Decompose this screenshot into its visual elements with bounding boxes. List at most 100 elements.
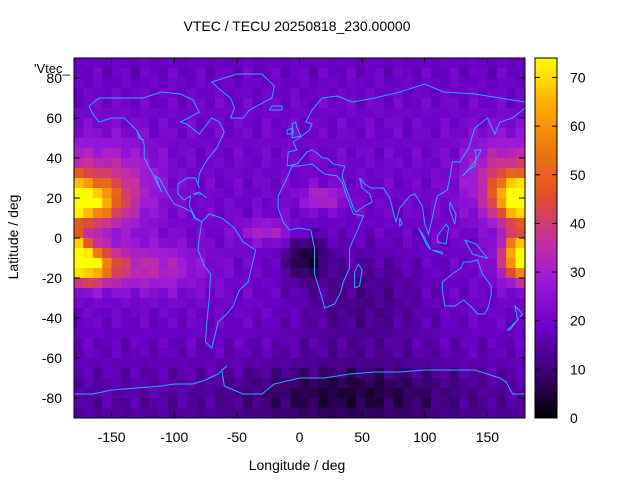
colorbar-frame	[534, 57, 558, 419]
heatmap-cell	[130, 318, 141, 329]
heatmap-cell	[130, 298, 141, 309]
heatmap-cell	[402, 88, 413, 99]
heatmap-cell	[120, 118, 131, 129]
heatmap-cell	[102, 368, 113, 379]
heatmap-cell	[515, 388, 525, 399]
heatmap-cell	[149, 78, 160, 89]
heatmap-cell	[487, 328, 498, 339]
heatmap-cell	[299, 318, 310, 329]
heatmap-cell	[431, 378, 442, 389]
heatmap-cell	[449, 148, 460, 159]
heatmap-cell	[355, 98, 366, 109]
heatmap-cell	[111, 198, 122, 209]
heatmap-cell	[355, 288, 366, 299]
heatmap-cell	[440, 308, 451, 319]
heatmap-cell	[92, 178, 103, 189]
heatmap-cell	[196, 348, 207, 359]
heatmap-cell	[92, 118, 103, 129]
heatmap-cell	[83, 68, 94, 79]
heatmap-cell	[74, 228, 84, 239]
heatmap-cell	[318, 188, 329, 199]
heatmap-cell	[402, 378, 413, 389]
heatmap-cell	[327, 108, 338, 119]
heatmap-cell	[158, 218, 169, 229]
heatmap-cell	[167, 208, 178, 219]
heatmap-cell	[515, 168, 525, 179]
heatmap-cell	[459, 288, 470, 299]
heatmap-cell	[111, 168, 122, 179]
heatmap-cell	[440, 238, 451, 249]
heatmap-cell	[449, 378, 460, 389]
heatmap-cell	[412, 228, 423, 239]
heatmap-cell	[205, 228, 216, 239]
heatmap-cell	[224, 398, 235, 409]
heatmap-cell	[280, 398, 291, 409]
heatmap-cell	[346, 408, 357, 418]
heatmap-cell	[149, 398, 160, 409]
heatmap-cell	[449, 258, 460, 269]
heatmap-cell	[355, 328, 366, 339]
heatmap-cell	[261, 58, 272, 69]
heatmap-cell	[120, 338, 131, 349]
heatmap-cell	[374, 88, 385, 99]
heatmap-cell	[120, 218, 131, 229]
heatmap-cell	[440, 368, 451, 379]
heatmap-cell	[365, 128, 376, 139]
heatmap-cell	[252, 408, 263, 418]
heatmap-cell	[186, 268, 197, 279]
heatmap-cell	[487, 108, 498, 119]
heatmap-cell	[111, 288, 122, 299]
heatmap-cell	[346, 298, 357, 309]
heatmap-cell	[224, 118, 235, 129]
heatmap-cell	[167, 118, 178, 129]
heatmap-cell	[252, 238, 263, 249]
heatmap-cell	[449, 68, 460, 79]
heatmap-cell	[487, 358, 498, 369]
heatmap-cell	[402, 298, 413, 309]
heatmap-cell	[205, 118, 216, 129]
heatmap-cell	[83, 248, 94, 259]
heatmap-cell	[177, 398, 188, 409]
heatmap-cell	[355, 168, 366, 179]
heatmap-cell	[327, 278, 338, 289]
heatmap-cell	[149, 338, 160, 349]
heatmap-cell	[261, 198, 272, 209]
heatmap-cell	[299, 188, 310, 199]
heatmap-cell	[233, 298, 244, 309]
heatmap-cell	[280, 128, 291, 139]
heatmap-cell	[261, 178, 272, 189]
heatmap-cell	[449, 408, 460, 418]
heatmap-cell	[74, 238, 84, 249]
y-tick-label: -80	[42, 390, 62, 406]
heatmap-cell	[196, 68, 207, 79]
heatmap-cell	[167, 308, 178, 319]
heatmap-cell	[120, 188, 131, 199]
heatmap-cell	[346, 388, 357, 399]
heatmap-cell	[167, 168, 178, 179]
heatmap-cell	[149, 98, 160, 109]
heatmap-cell	[421, 358, 432, 369]
heatmap-cell	[177, 248, 188, 259]
heatmap-cell	[346, 158, 357, 169]
heatmap-cell	[449, 118, 460, 129]
heatmap-cell	[243, 288, 254, 299]
heatmap-cell	[346, 208, 357, 219]
heatmap-cell	[102, 378, 113, 389]
heatmap-cell	[299, 98, 310, 109]
heatmap-cell	[515, 228, 525, 239]
heatmap-cell	[440, 248, 451, 259]
heatmap-cell	[299, 108, 310, 119]
heatmap-cell	[459, 68, 470, 79]
heatmap-cell	[449, 268, 460, 279]
heatmap-cell	[111, 358, 122, 369]
heatmap-cell	[252, 358, 263, 369]
heatmap-cell	[271, 78, 282, 89]
heatmap-cell	[149, 218, 160, 229]
heatmap-cell	[158, 408, 169, 418]
heatmap-cell	[393, 358, 404, 369]
heatmap-cell	[139, 358, 150, 369]
heatmap-cell	[214, 368, 225, 379]
heatmap-cell	[214, 378, 225, 389]
heatmap-cell	[449, 88, 460, 99]
heatmap-cell	[487, 188, 498, 199]
